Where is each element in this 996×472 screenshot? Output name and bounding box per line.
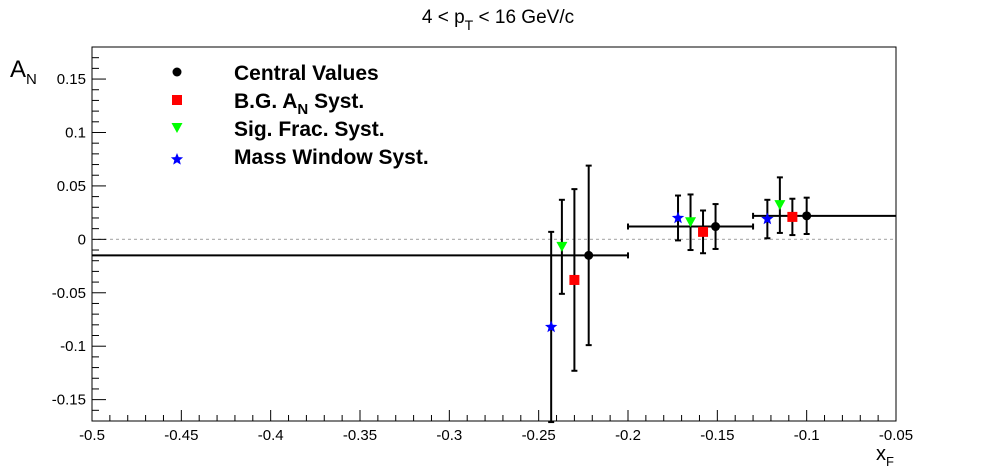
x-axis-title-base: x <box>876 443 886 465</box>
x-tick-label: -0.35 <box>343 427 377 444</box>
y-axis-title: AN <box>10 56 37 88</box>
data-point <box>544 230 558 424</box>
x-axis-title-sub: F <box>886 454 894 469</box>
x-tick-label: -0.3 <box>436 427 462 444</box>
square-marker <box>698 226 709 237</box>
x-axis-title: xF <box>876 443 894 469</box>
legend-label-sigfrac: Sig. Frac. Syst. <box>234 118 385 141</box>
data-point <box>685 193 697 252</box>
plot-marks <box>92 164 896 424</box>
x-tick-label: -0.4 <box>258 427 284 444</box>
x-tick-label: -0.2 <box>615 427 641 444</box>
legend-marker-triangle <box>171 123 183 133</box>
plot-frame <box>91 46 897 422</box>
data-point <box>556 198 568 295</box>
y-tick-label: 0 <box>78 231 86 248</box>
y-tick-label: 0.15 <box>57 71 86 88</box>
y-axis-title-base: A <box>10 56 26 83</box>
legend-label-bg: B.G. AN Syst. <box>234 90 364 118</box>
series-star <box>544 194 774 424</box>
star-marker <box>761 212 774 225</box>
chart-title-sub: T <box>465 17 474 33</box>
data-point <box>752 196 896 235</box>
circle-marker <box>584 250 594 260</box>
series-square <box>569 188 798 372</box>
chart-title-base: 4 < p <box>422 7 465 28</box>
series-circle <box>92 164 896 347</box>
triangle-marker <box>685 217 697 228</box>
legend-label-bg-rest: Syst. <box>308 90 364 113</box>
y-tick-label: -0.1 <box>60 338 86 355</box>
data-point <box>761 198 774 240</box>
y-tick-label: 0.05 <box>57 178 86 195</box>
x-tick-label: -0.45 <box>164 427 198 444</box>
x-tick-label: -0.05 <box>879 427 913 444</box>
circle-marker <box>802 211 812 221</box>
square-marker <box>569 274 580 285</box>
data-point <box>774 176 786 234</box>
y-tick-label: -0.15 <box>52 392 86 409</box>
legend-label-central: Central Values <box>234 62 379 85</box>
data-point <box>787 197 798 237</box>
plot-axes: -0.5 -0.45 -0.4 -0.35 -0.3 -0.25 -0.2 -0.15 -0.1… <box>52 46 913 444</box>
x-tick-label: -0.15 <box>700 427 734 444</box>
data-point <box>569 188 580 372</box>
x-tick-label: -0.1 <box>794 427 820 444</box>
legend-marker-circle <box>172 67 182 77</box>
legend-marker-star <box>170 153 184 165</box>
data-point <box>671 194 685 242</box>
legend-label-bg-sub: N <box>297 101 308 118</box>
star-marker <box>544 320 558 333</box>
square-marker <box>787 211 798 222</box>
data-point <box>698 209 709 255</box>
triangle-marker <box>556 241 568 252</box>
x-tick-label: -0.5 <box>79 427 105 444</box>
triangle-marker <box>774 200 786 211</box>
star-marker <box>671 211 685 224</box>
y-axis-title-sub: N <box>26 71 37 88</box>
legend-label-bg-base: B.G. A <box>234 90 297 113</box>
x-tick-label: -0.25 <box>522 427 556 444</box>
circle-marker <box>711 222 721 232</box>
legend-label-masswindow: Mass Window Syst. <box>234 146 429 169</box>
legend-marker-square <box>172 95 182 105</box>
y-tick-label: 0.1 <box>65 124 86 141</box>
chart-title-rest: < 16 GeV/c <box>473 7 574 28</box>
data-point <box>92 164 629 347</box>
y-tick-label: -0.05 <box>52 285 86 302</box>
chart-title: 4 < pT < 16 GeV/c <box>422 7 574 33</box>
series-triangle-down <box>556 176 786 295</box>
